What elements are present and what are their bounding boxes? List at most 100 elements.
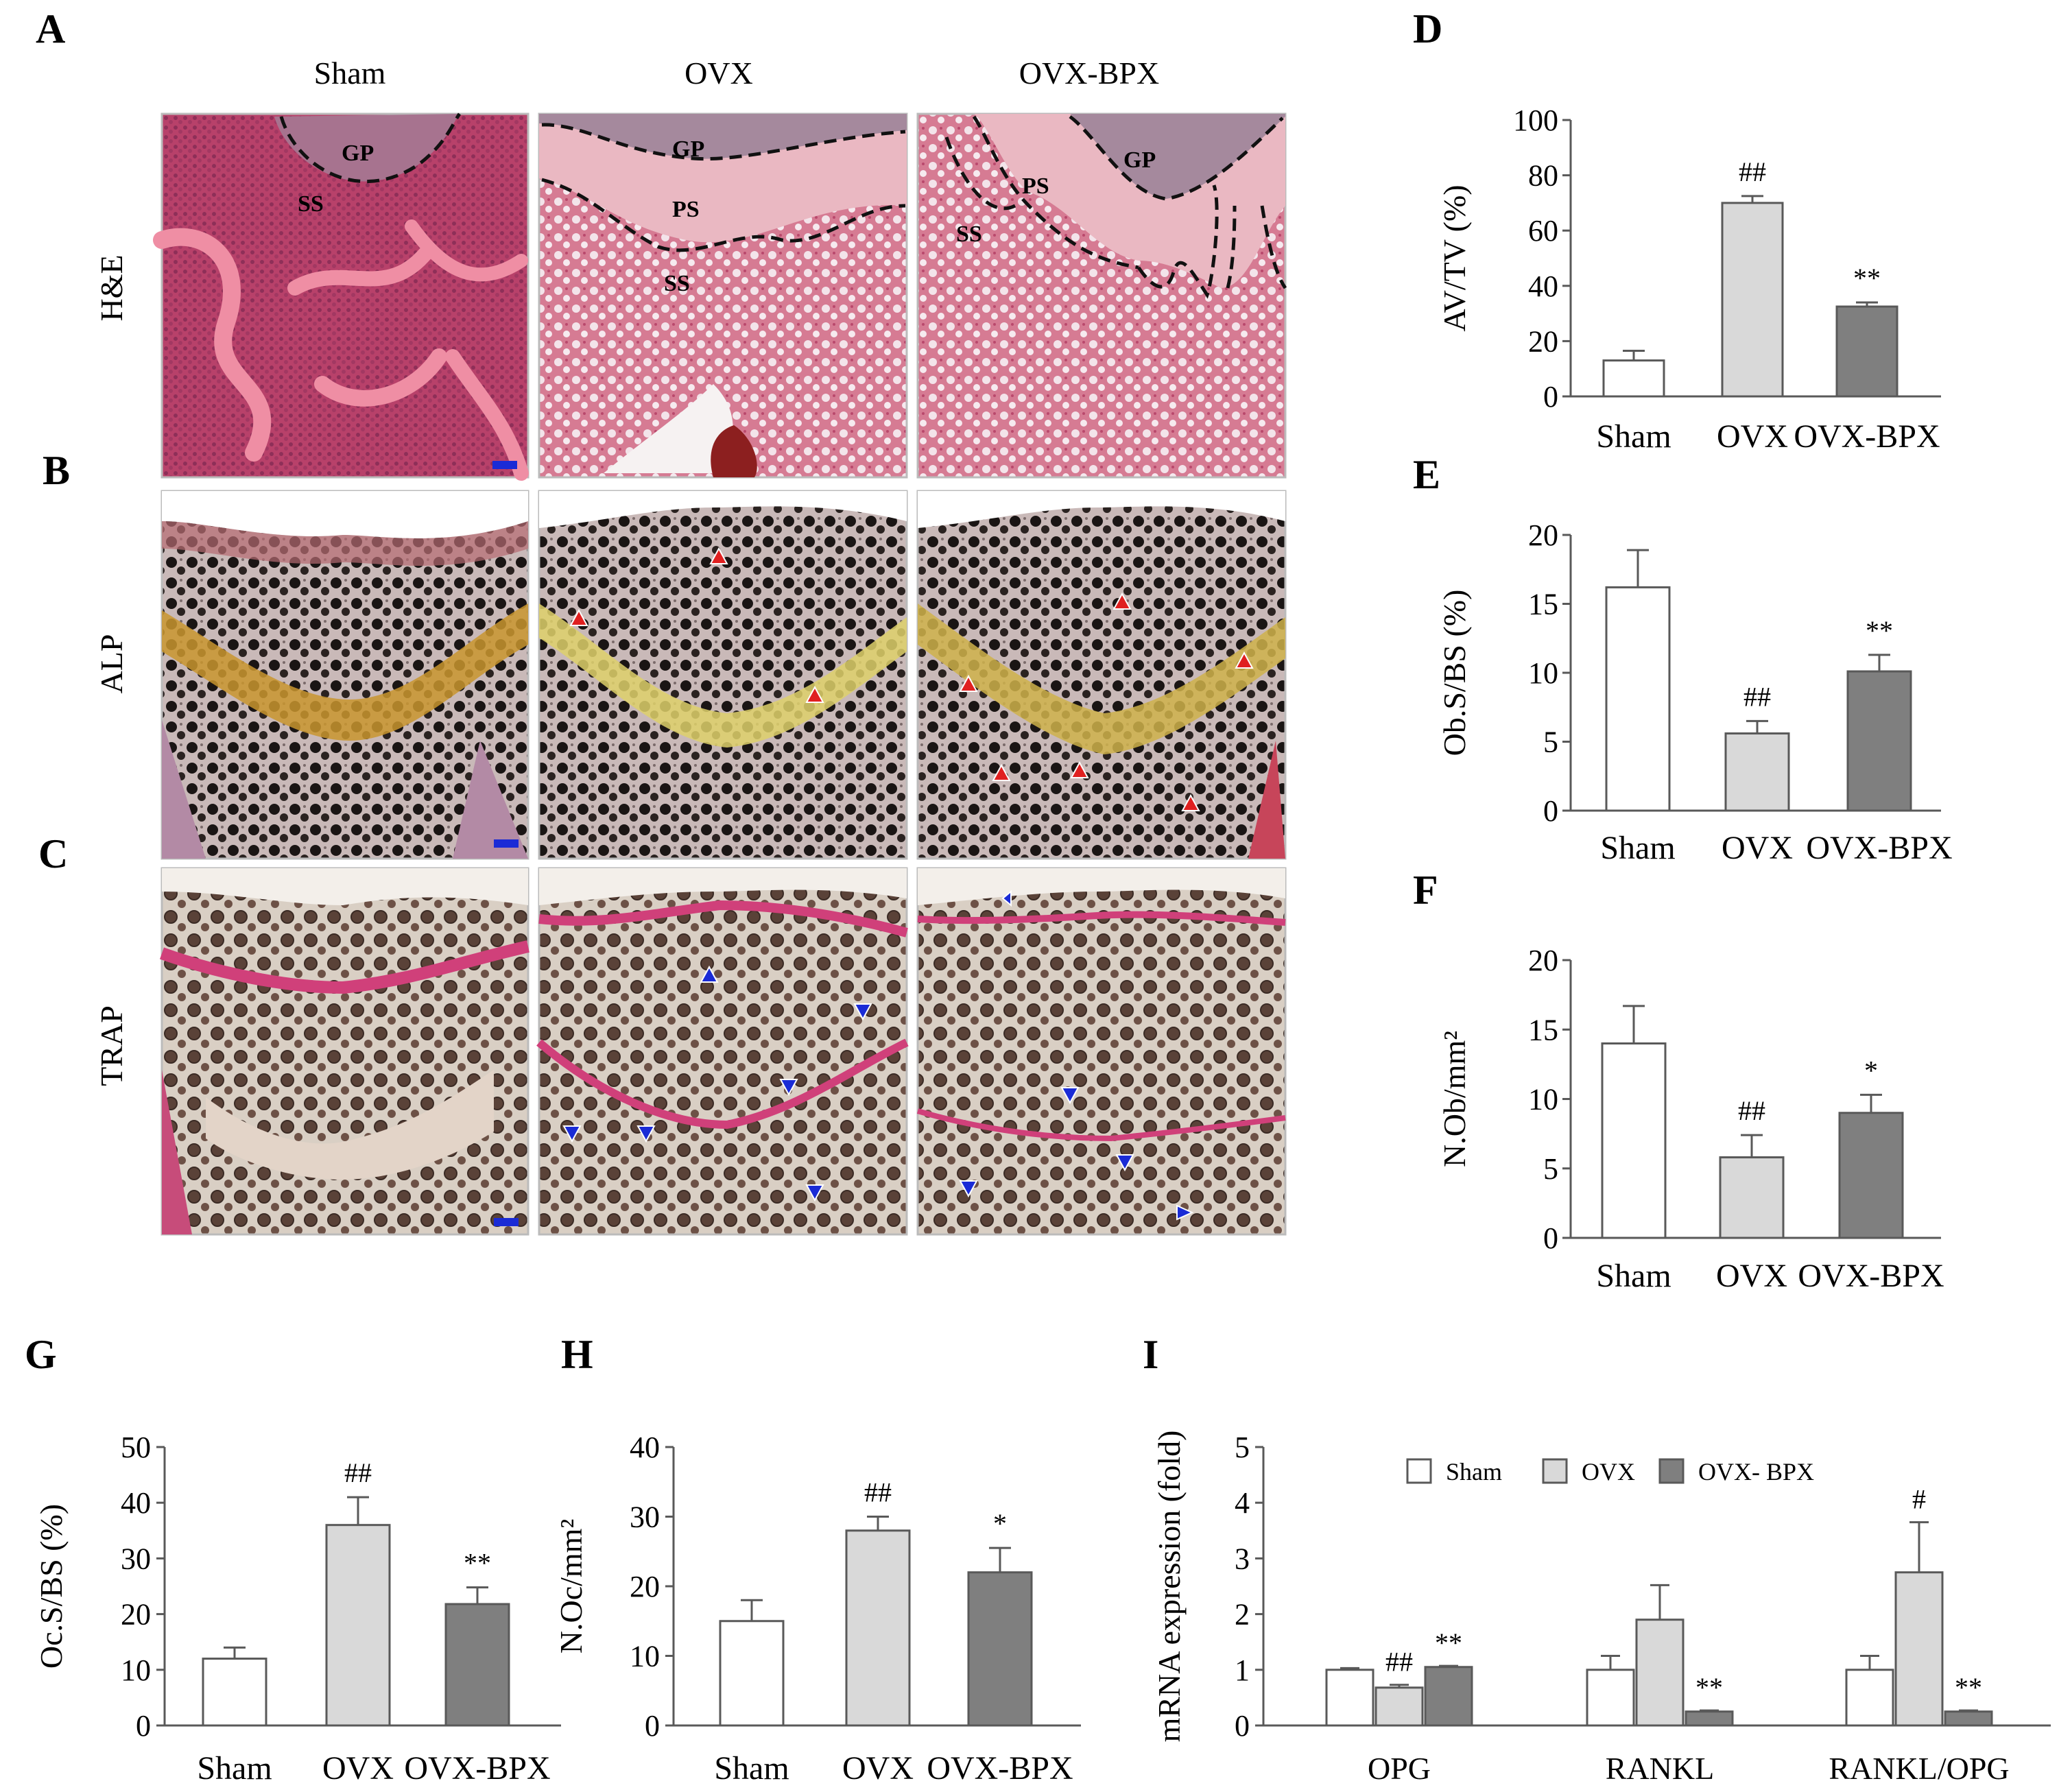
y-axis-label: Ob.S/BS (%) [1437,590,1472,756]
trap-sham-image [159,867,529,1236]
y-tick-label: 40 [1528,270,1558,303]
bar-ovx [845,1529,911,1727]
x-category-label: OVX-BPX [927,1750,1073,1787]
legend-label: OVX [1582,1458,1635,1485]
annotation-ss: SS [298,191,324,217]
y-tick-label: 4 [1235,1486,1250,1520]
annotation-ss: SS [664,271,690,296]
panel-letter-c: C [38,831,68,876]
legend-swatch [1542,1458,1568,1484]
bar-ovx-bpx [967,1571,1033,1727]
y-tick-label: 20 [121,1598,151,1632]
y-tick-label: 15 [1528,588,1558,621]
x-category-label: OVX-BPX [1806,830,1952,866]
bar-ovx [1894,1571,1944,1727]
chart-f-n-ob: 0 5 10 15 20 N.Ob/mm² Sham ## OVX * OVX-BPX [1437,944,1944,1294]
y-tick-label: 0 [1543,380,1558,414]
y-tick-label: 30 [121,1542,151,1575]
x-category-label: RANKL/OPG [1829,1751,2009,1786]
y-tick-label: 5 [1235,1431,1250,1464]
x-category-label: OVX [322,1750,394,1787]
bar-sham [1845,1669,1894,1727]
scale-bar [492,461,517,469]
bar-ovx-bpx [1944,1710,1993,1727]
significance-mark: ## [1739,156,1766,187]
bar-ovx-bpx [1846,670,1912,812]
y-tick-label: 1 [1235,1653,1250,1687]
significance-mark: ** [1866,615,1893,646]
chart-i-mrna-expression: 0 1 2 3 4 5 mRNA expression (fold) ## ** OPG ** RAN… [1152,1431,2051,1786]
bar-ovx [1721,202,1784,398]
chart-d-av-tv: 0 20 40 60 80 100 AV/TV (%) Sham ## OVX ** OVX-BPX [1437,104,1941,455]
significance-mark: ## [1743,681,1771,712]
y-tick-label: 3 [1235,1542,1250,1575]
y-axis-label: mRNA expression (fold) [1152,1431,1187,1743]
trap-bpx-image [916,867,1287,1236]
bar-ovx-bpx [1835,305,1899,398]
he-row: GP SS GP PS SS SS PS GP [153,112,1287,481]
y-tick-label: 100 [1513,104,1558,137]
x-category-label: OPG [1368,1751,1431,1786]
bar-ovx [1635,1618,1685,1727]
x-category-label: OVX-BPX [404,1750,550,1787]
significance-mark: # [1912,1484,1926,1515]
trap-row [159,867,1287,1236]
alp-ovx-image [538,490,908,860]
y-tick-label: 2 [1235,1598,1250,1632]
annotation-ps: PS [1022,174,1049,199]
chart-h-n-oc: 0 10 20 30 40 N.Oc/mm² Sham ## OVX * OVX-BPX [554,1431,1081,1787]
panel-letter-b: B [43,448,70,493]
legend-label: OVX- BPX [1698,1458,1814,1485]
annotation-ps: PS [672,197,700,222]
panel-letter-e: E [1413,452,1440,497]
panel-letter-g: G [25,1332,57,1377]
panel-letters: A B C D E F G H I [25,6,1442,1377]
y-tick-label: 50 [121,1431,151,1464]
bar-ovx-bpx [444,1603,510,1727]
x-category-label: OVX-BPX [1794,418,1940,455]
y-tick-label: 10 [1528,1083,1558,1116]
x-category-label: OVX-BPX [1798,1258,1944,1294]
bar-sham [202,1658,267,1727]
significance-mark: ** [1435,1627,1462,1658]
panel-letter-i: I [1143,1332,1158,1377]
bar-ovx-bpx [1685,1710,1734,1727]
bar-sham [1601,1042,1667,1239]
panel-letter-a: A [36,6,65,51]
legend-swatch [1406,1458,1432,1484]
he-bpx-image: SS PS GP [916,112,1287,479]
y-tick-label: 30 [630,1501,660,1534]
y-axis-label: AV/TV (%) [1437,184,1472,331]
y-axis-label: N.Ob/mm² [1437,1031,1472,1167]
alp-row [160,490,1287,860]
panel-letter-f: F [1413,868,1438,913]
y-tick-label: 40 [121,1486,151,1520]
significance-mark: ** [1955,1672,1982,1703]
trap-ovx-image [536,867,909,1236]
y-tick-label: 0 [645,1709,660,1743]
significance-mark: ** [1853,263,1881,294]
bar-sham [1605,586,1671,812]
y-axis-label: N.Oc/mm² [554,1519,588,1654]
column-header-ovx-bpx: OVX-BPX [1019,56,1159,91]
x-category-label: Sham [1596,1258,1671,1294]
annotation-gp: GP [672,136,704,162]
x-category-label: Sham [1596,418,1671,455]
x-category-label: RANKL [1606,1751,1714,1786]
bar-ovx [1724,732,1790,812]
significance-mark: * [993,1508,1007,1539]
chart-e-ob-s-bs: 0 5 10 15 20 Ob.S/BS (%) Sham ## OVX ** OVX-BPX [1437,518,1953,866]
he-sham-image: GP SS [153,112,529,481]
x-category-label: Sham [714,1750,789,1787]
y-tick-label: 15 [1528,1013,1558,1047]
y-tick-label: 0 [1235,1709,1250,1743]
y-tick-label: 20 [1528,324,1558,358]
trap-markers [959,889,1194,1221]
annotation-ss: SS [956,222,982,247]
legend-label: Sham [1446,1458,1502,1485]
y-tick-label: 10 [121,1653,151,1687]
bar-sham [1325,1669,1374,1727]
bar-ovx [325,1524,391,1727]
significance-mark: ## [344,1457,372,1488]
